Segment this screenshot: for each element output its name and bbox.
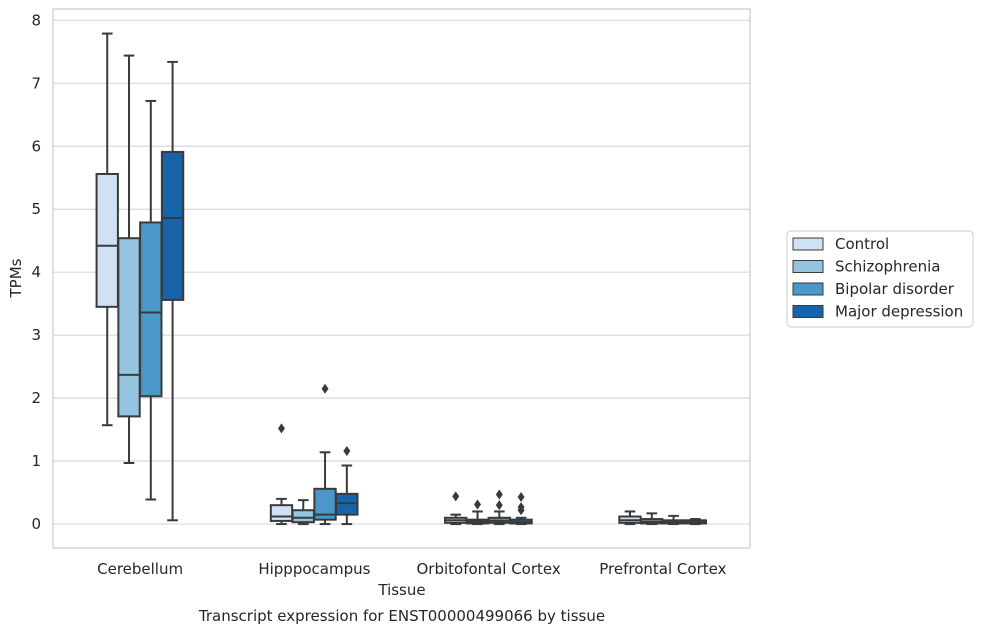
plot-frame [52, 8, 751, 549]
box-control-0 [95, 32, 119, 427]
legend-swatch [792, 237, 824, 251]
legend-label: Schizophrenia [835, 258, 940, 276]
y-tick-label: 6 [31, 137, 41, 155]
legend-label: Control [835, 235, 889, 253]
box-bipolar-disorder-0 [139, 99, 163, 501]
y-tick-label: 0 [31, 515, 41, 533]
legend-frame [786, 230, 974, 328]
box-schizophrenia-1 [291, 499, 315, 526]
box-body [95, 172, 119, 308]
legend-swatch [792, 305, 824, 318]
x-tick-label: Cerebellum [97, 560, 183, 578]
x-tick-label: Prefrontal Cortex [599, 560, 726, 578]
x-tick-label: Orbitofontal Cortex [417, 560, 561, 578]
box-control-1 [269, 423, 294, 526]
y-axis-label: TPMs [7, 258, 25, 298]
outlier-point [452, 491, 460, 502]
legend: Control Schizophrenia Bipolar disorder Majo… [786, 230, 974, 328]
box-body [269, 504, 294, 522]
y-tick-label: 3 [31, 326, 41, 344]
outlier-point [495, 500, 503, 511]
box-marks [95, 32, 708, 526]
box-major-depression-0 [160, 60, 185, 522]
box-schizophrenia-3 [640, 512, 664, 526]
chart-title: Transcript expression for ENST0000049906… [198, 607, 605, 625]
box-bipolar-disorder-1 [313, 383, 337, 526]
box-control-3 [618, 510, 642, 526]
box-major-depression-2 [509, 491, 533, 526]
y-tick-label: 8 [31, 11, 41, 29]
outlier-point [517, 491, 525, 502]
x-axis-label: Tissue [377, 581, 425, 599]
outlier-point [517, 502, 525, 513]
box-body [139, 221, 163, 398]
box-control-2 [444, 491, 468, 526]
box-schizophrenia-0 [117, 54, 141, 464]
y-tick-label: 2 [31, 389, 41, 407]
outlier-point [495, 489, 503, 500]
x-tick-label: Hipppocampus [258, 560, 370, 578]
box-schizophrenia-2 [465, 499, 490, 526]
y-tick-label: 7 [31, 74, 41, 92]
outlier-point [277, 423, 285, 434]
outlier-point [343, 446, 351, 457]
legend-label: Bipolar disorder [835, 280, 955, 298]
outlier-point [321, 383, 329, 394]
box-bipolar-disorder-2 [487, 489, 511, 526]
box-body [160, 150, 185, 301]
y-tick-label: 4 [31, 263, 41, 281]
y-tick-label: 1 [31, 452, 41, 470]
y-tick-label: 5 [31, 200, 41, 218]
y-tick-labels: 0 1 2 3 4 5 6 7 8 [31, 11, 41, 533]
box-major-depression-3 [683, 518, 708, 526]
legend-label: Major depression [835, 303, 963, 321]
outlier-point [474, 499, 482, 510]
legend-swatch [792, 260, 824, 273]
legend-swatch [792, 282, 824, 296]
x-tick-labels: Cerebellum Hipppocampus Orbitofontal Corte… [97, 560, 726, 578]
box-bipolar-disorder-3 [661, 514, 686, 526]
box-body [291, 509, 315, 524]
box-major-depression-1 [335, 446, 359, 526]
box-body [117, 237, 141, 418]
